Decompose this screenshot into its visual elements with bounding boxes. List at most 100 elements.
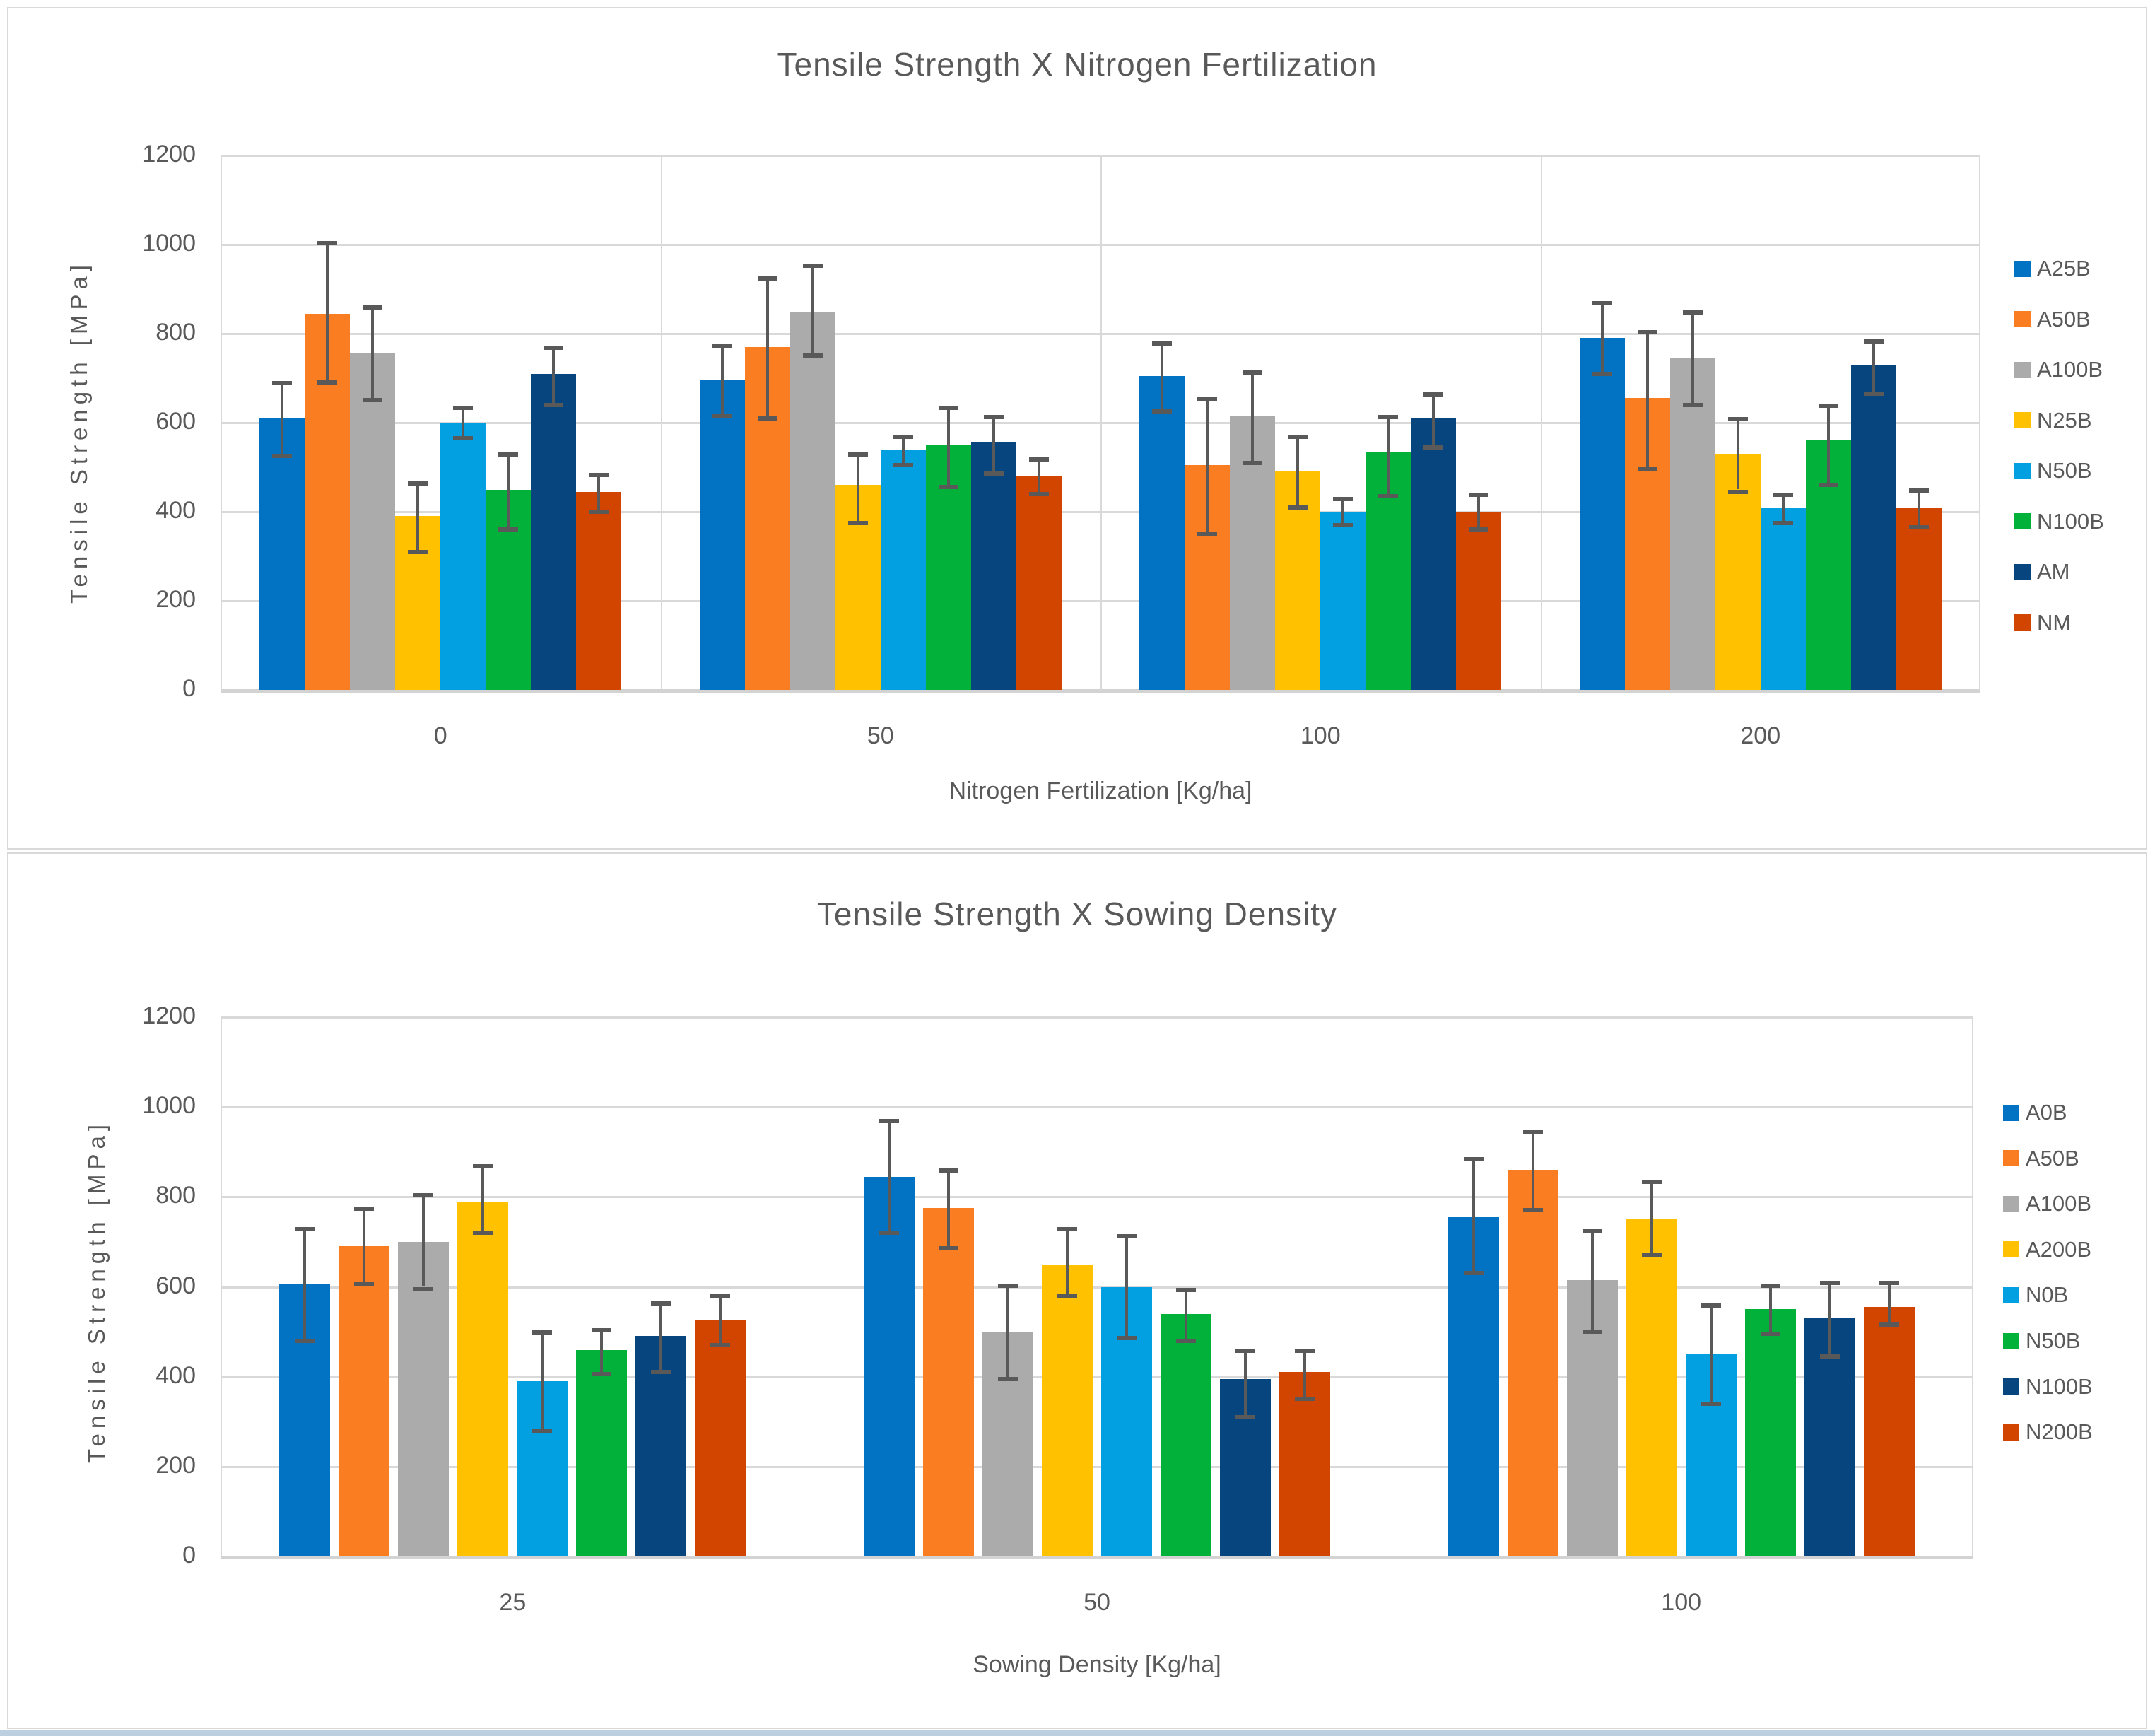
bar-A50B-50	[923, 1208, 974, 1556]
error-bar-A25B-0	[281, 385, 284, 454]
error-cap-high-AM-200	[1863, 339, 1884, 344]
x-tick-label-25: 25	[499, 1589, 527, 1616]
error-cap-low-N50B-200	[1773, 520, 1793, 525]
y-tick-label-1000: 1000	[142, 230, 196, 257]
error-bar-NM-0	[597, 476, 601, 510]
error-cap-low-A50B-25	[354, 1282, 375, 1287]
error-cap-high-N200B-100	[1879, 1281, 1899, 1286]
error-bar-N100B-25	[659, 1304, 663, 1371]
bar-A100B-200	[1669, 358, 1715, 690]
legend-swatch-A100B	[2003, 1195, 2019, 1212]
error-bar-NM-50	[1037, 460, 1040, 492]
error-bar-AM-200	[1872, 342, 1875, 392]
bar-N50B-25	[576, 1349, 628, 1556]
error-bar-AM-0	[552, 349, 556, 403]
error-cap-high-A100B-0	[363, 305, 383, 310]
error-bar-N200B-25	[719, 1298, 722, 1343]
y-tick-label-400: 400	[155, 1361, 196, 1389]
error-bar-A100B-100	[1251, 373, 1255, 461]
error-cap-high-NM-200	[1908, 488, 1929, 493]
bar-N50B-200	[1760, 507, 1806, 690]
error-cap-high-N100B-100	[1819, 1281, 1840, 1286]
bar-A50B-25	[339, 1246, 390, 1556]
error-cap-low-A100B-100	[1582, 1329, 1602, 1334]
error-cap-low-A25B-100	[1152, 409, 1173, 414]
error-cap-high-A100B-100	[1243, 370, 1263, 375]
bar-N200B-50	[1279, 1372, 1330, 1556]
error-cap-low-A50B-50	[757, 416, 777, 421]
error-bar-N100B-100	[1387, 418, 1390, 494]
error-cap-low-A100B-100	[1243, 460, 1263, 465]
error-cap-high-N100B-200	[1818, 403, 1838, 408]
error-cap-high-N50B-100	[1333, 497, 1354, 502]
error-cap-high-A100B-50	[998, 1283, 1018, 1288]
error-cap-low-A50B-100	[1522, 1208, 1543, 1213]
error-cap-low-N100B-200	[1818, 483, 1838, 488]
legend-item-N25B: N25B	[2014, 408, 2092, 433]
error-cap-low-AM-200	[1863, 391, 1884, 396]
gridline-200	[221, 1465, 1973, 1468]
error-cap-low-A50B-200	[1637, 467, 1657, 471]
y-axis-title-nitrogen: Tensile Strength [MPa]	[66, 260, 92, 604]
y-tick-label-1200: 1200	[142, 141, 196, 168]
error-cap-high-N100B-100	[1378, 414, 1399, 419]
error-cap-high-NM-50	[1028, 457, 1049, 462]
x-tick-label-0: 0	[433, 722, 447, 749]
error-bar-A0B-100	[1472, 1161, 1475, 1272]
error-bar-N100B-50	[946, 409, 950, 486]
error-cap-low-N0B-50	[1117, 1336, 1137, 1341]
legend-swatch-A200B	[2003, 1241, 2019, 1258]
error-bar-A25B-100	[1161, 344, 1164, 410]
legend-swatch-A0B	[2003, 1104, 2019, 1121]
error-cap-low-N25B-200	[1727, 489, 1748, 494]
error-bar-A100B-50	[1006, 1286, 1009, 1377]
x-tick-label-100: 100	[1300, 722, 1341, 749]
error-cap-high-N50B-100	[1760, 1283, 1780, 1288]
bar-A25B-50	[699, 380, 745, 690]
error-bar-A50B-25	[363, 1210, 366, 1283]
category-separator	[1540, 156, 1542, 690]
error-bar-N50B-100	[1341, 500, 1345, 523]
error-cap-low-A100B-25	[413, 1286, 434, 1291]
error-bar-A0B-50	[888, 1122, 891, 1231]
bar-N50B-50	[880, 449, 926, 690]
chart-panel-nitrogen: Tensile Strength X Nitrogen Fertilizatio…	[7, 7, 2147, 850]
error-cap-low-AM-50	[983, 471, 1004, 476]
plot-left-border	[221, 156, 222, 690]
error-cap-low-N100B-100	[1378, 493, 1399, 498]
error-cap-low-A25B-50	[712, 414, 732, 418]
error-cap-high-A100B-25	[413, 1193, 434, 1198]
bar-A200B-100	[1626, 1219, 1677, 1556]
legend-swatch-AM	[2014, 563, 2031, 580]
error-cap-high-N25B-50	[847, 452, 868, 457]
error-cap-high-N200B-25	[710, 1294, 731, 1299]
error-cap-high-NM-0	[589, 472, 609, 477]
legend-item-A200B: A200B	[2003, 1237, 2091, 1262]
error-cap-high-N50B-50	[1176, 1287, 1196, 1292]
gridline-400	[221, 1376, 1973, 1378]
error-bar-A50B-100	[1206, 400, 1209, 532]
error-cap-low-N0B-100	[1701, 1401, 1721, 1406]
bar-N200B-25	[695, 1320, 746, 1556]
error-cap-high-A0B-25	[295, 1227, 315, 1232]
error-cap-low-AM-100	[1423, 445, 1444, 450]
error-bar-N100B-0	[507, 456, 510, 528]
category-separator	[660, 156, 662, 690]
legend-swatch-A25B	[2014, 260, 2031, 277]
error-cap-low-N100B-25	[651, 1370, 671, 1375]
legend-label-A100B: A100B	[2037, 357, 2103, 382]
error-cap-high-N0B-100	[1701, 1303, 1721, 1308]
bar-A100B-25	[398, 1241, 450, 1556]
error-cap-low-N200B-50	[1295, 1397, 1315, 1402]
error-cap-low-A100B-50	[802, 353, 823, 358]
error-cap-high-N100B-25	[651, 1301, 671, 1306]
bar-A50B-100	[1507, 1170, 1558, 1556]
error-cap-low-A200B-100	[1641, 1253, 1662, 1257]
error-cap-low-A50B-50	[939, 1246, 958, 1251]
legend-item-A25B: A25B	[2014, 256, 2091, 281]
error-bar-N50B-50	[901, 438, 905, 463]
y-tick-label-200: 200	[155, 1451, 196, 1479]
error-cap-high-NM-100	[1469, 492, 1489, 497]
error-cap-low-N0B-25	[532, 1428, 553, 1433]
error-cap-high-A100B-50	[802, 263, 823, 268]
